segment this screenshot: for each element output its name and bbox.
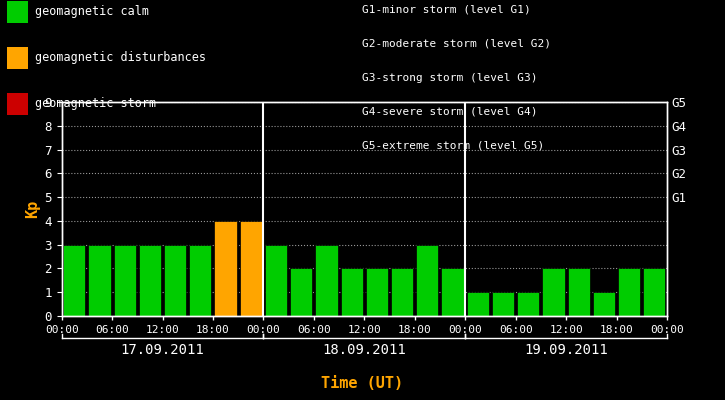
Bar: [416, 245, 439, 316]
Bar: [88, 245, 110, 316]
Bar: [138, 245, 161, 316]
Text: geomagnetic calm: geomagnetic calm: [35, 6, 149, 18]
Bar: [114, 245, 136, 316]
Text: Time (UT): Time (UT): [321, 376, 404, 392]
Y-axis label: Kp: Kp: [25, 200, 40, 218]
Bar: [618, 268, 640, 316]
Bar: [442, 268, 464, 316]
Text: geomagnetic disturbances: geomagnetic disturbances: [35, 52, 206, 64]
Text: G5-extreme storm (level G5): G5-extreme storm (level G5): [362, 141, 544, 151]
Bar: [315, 245, 338, 316]
Bar: [63, 245, 86, 316]
Bar: [290, 268, 312, 316]
Text: G2-moderate storm (level G2): G2-moderate storm (level G2): [362, 39, 552, 49]
Bar: [593, 292, 615, 316]
Text: G4-severe storm (level G4): G4-severe storm (level G4): [362, 107, 538, 117]
Bar: [391, 268, 413, 316]
Bar: [467, 292, 489, 316]
Bar: [164, 245, 186, 316]
Text: G3-strong storm (level G3): G3-strong storm (level G3): [362, 73, 538, 83]
Bar: [517, 292, 539, 316]
Text: 17.09.2011: 17.09.2011: [120, 343, 204, 357]
Bar: [189, 245, 212, 316]
Bar: [341, 268, 362, 316]
Bar: [265, 245, 287, 316]
Text: geomagnetic storm: geomagnetic storm: [35, 98, 156, 110]
Bar: [240, 221, 262, 316]
Bar: [643, 268, 666, 316]
Text: G1-minor storm (level G1): G1-minor storm (level G1): [362, 5, 531, 15]
Bar: [215, 221, 236, 316]
Bar: [542, 268, 565, 316]
Bar: [492, 292, 514, 316]
Text: 19.09.2011: 19.09.2011: [524, 343, 608, 357]
Bar: [366, 268, 388, 316]
Bar: [568, 268, 590, 316]
Text: 18.09.2011: 18.09.2011: [323, 343, 406, 357]
